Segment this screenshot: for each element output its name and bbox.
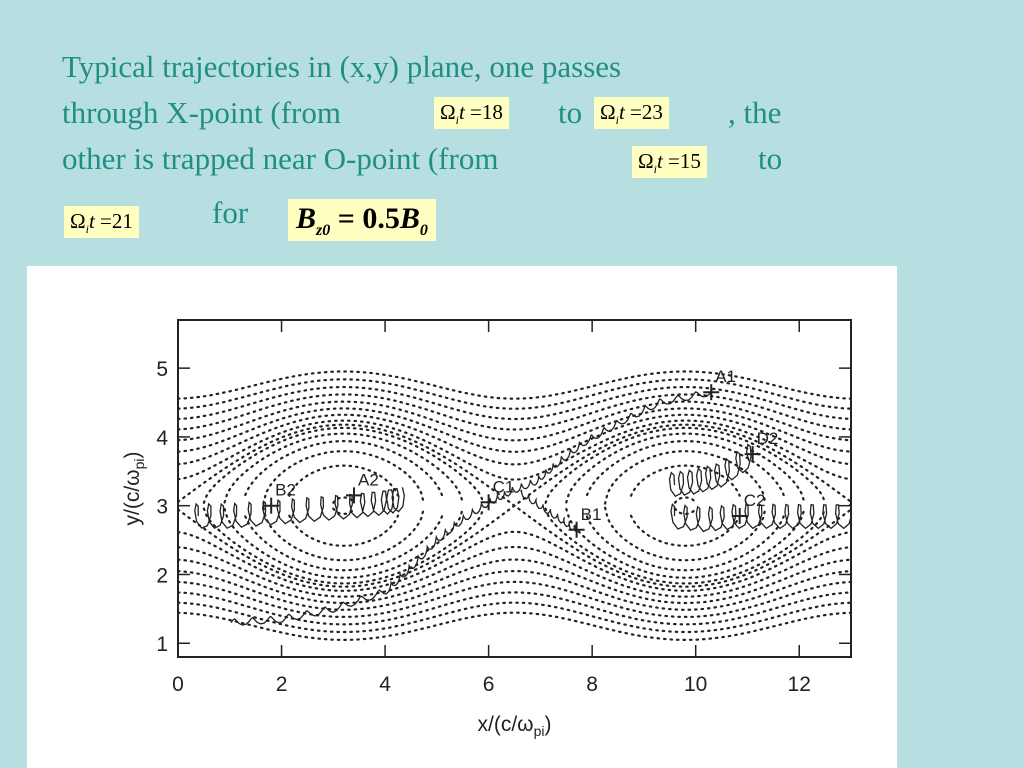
field-line	[202, 507, 827, 585]
field-line	[178, 419, 851, 481]
marker-label-c2: C2	[744, 491, 766, 510]
text-line-3b: to	[758, 141, 783, 176]
plot-panel: A1 A2 B1 B2 C1 C2 D2 0 2 4 6 8 10 12 1 2 3 4 5 x/(c/ωpi) …	[27, 266, 897, 768]
slide-text: Typical trajectories in (x,y) plane, one…	[62, 44, 822, 230]
field-line	[223, 432, 806, 504]
equation-bz0-half-b0: Bz0 = 0.5B0	[288, 199, 436, 241]
point-markers: A1 A2 B1 B2 C1 C2 D2	[263, 367, 778, 538]
text-line-1: Typical trajectories in (x,y) plane, one…	[62, 44, 822, 90]
field-line	[178, 400, 851, 442]
x-tick-label: 4	[379, 673, 391, 696]
y-tick-label: 2	[156, 564, 168, 587]
field-line	[178, 580, 851, 618]
field-line	[262, 450, 767, 505]
field-line	[178, 611, 851, 641]
field-line	[244, 439, 785, 497]
text-line-3a: other is trapped near O-point (from	[62, 141, 499, 176]
field-line	[178, 407, 851, 453]
field-line	[288, 464, 741, 497]
equation-omega-t-23: Ωit =23	[594, 97, 669, 129]
marker-label-d2: D2	[757, 429, 779, 448]
field-line	[202, 426, 827, 504]
equation-omega-t-18: Ωit =18	[434, 97, 509, 129]
text-line-1-content: Typical trajectories in (x,y) plane, one…	[62, 49, 622, 84]
y-tick-label: 5	[156, 358, 168, 381]
field-line	[332, 496, 697, 504]
field-line	[288, 514, 741, 547]
text-line-4a: for	[212, 195, 249, 230]
x-tick-label: 0	[172, 673, 184, 696]
field-lines	[178, 370, 851, 641]
field-line	[178, 370, 851, 400]
text-line-2b: to	[558, 95, 583, 130]
marker-label-b2: B2	[275, 481, 296, 500]
x-tick-label: 8	[586, 673, 598, 696]
field-line	[178, 413, 851, 466]
x-tick-label: 2	[276, 673, 288, 696]
marker-b2: B2	[263, 481, 296, 514]
x-tick-label: 12	[788, 673, 811, 696]
y-tick-label: 1	[156, 633, 168, 656]
text-line-4: for	[62, 190, 822, 236]
marker-label-a1: A1	[715, 367, 736, 386]
trajectory-4	[670, 502, 851, 533]
text-line-3: other is trapped near O-point (from to	[62, 136, 822, 182]
marker-a2: A2	[346, 470, 379, 504]
y-axis-title: y/(c/ωpi)	[121, 452, 147, 526]
marker-label-c1: C1	[493, 477, 515, 496]
marker-label-a2: A2	[358, 470, 379, 489]
marker-c1: C1	[480, 477, 515, 511]
x-tick-label: 6	[483, 673, 495, 696]
trajectory-2	[520, 489, 577, 532]
text-line-2: through X-point (from to , the	[62, 90, 822, 136]
field-line	[178, 530, 851, 592]
text-line-2a: through X-point (from	[62, 95, 341, 130]
marker-b1: B1	[568, 505, 602, 538]
field-line	[178, 570, 851, 611]
field-line	[223, 507, 806, 579]
field-line	[244, 515, 785, 572]
text-line-2c: , the	[728, 95, 782, 130]
marker-label-b1: B1	[581, 505, 602, 524]
field-line	[178, 385, 851, 421]
field-line	[178, 393, 851, 431]
x-tick-label: 10	[684, 673, 707, 696]
field-line	[262, 506, 767, 562]
plot-frame	[177, 319, 852, 658]
field-line	[178, 591, 851, 626]
trajectory-5	[668, 443, 752, 498]
trajectory-3	[194, 487, 405, 530]
marker-c2: C2	[731, 491, 766, 525]
equation-omega-t-15: Ωit =15	[632, 146, 707, 178]
field-line	[178, 545, 851, 598]
marker-d2: D2	[744, 429, 779, 463]
y-tick-label: 3	[156, 496, 168, 519]
field-line	[178, 504, 851, 588]
field-line	[178, 558, 851, 605]
marker-a1: A1	[703, 367, 736, 401]
equation-omega-t-21: Ωit =21	[64, 206, 139, 238]
y-tick-label: 4	[156, 427, 168, 450]
x-axis-title: x/(c/ωpi)	[478, 713, 552, 739]
